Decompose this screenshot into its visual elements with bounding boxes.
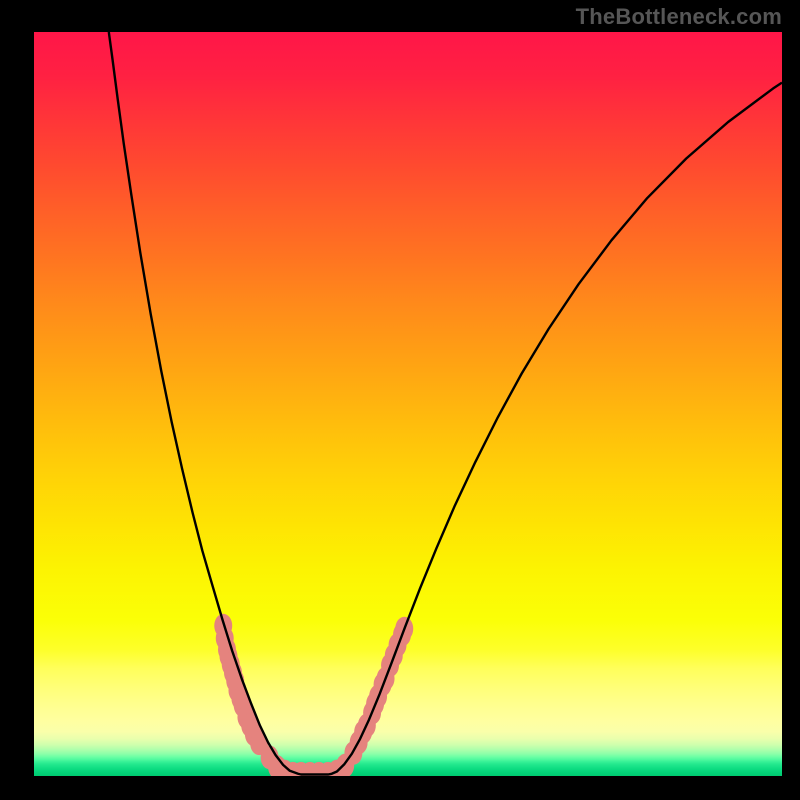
gradient-background — [34, 32, 782, 776]
watermark-label: TheBottleneck.com — [576, 4, 782, 30]
chart-svg — [34, 32, 782, 776]
bottleneck-chart — [34, 32, 782, 776]
